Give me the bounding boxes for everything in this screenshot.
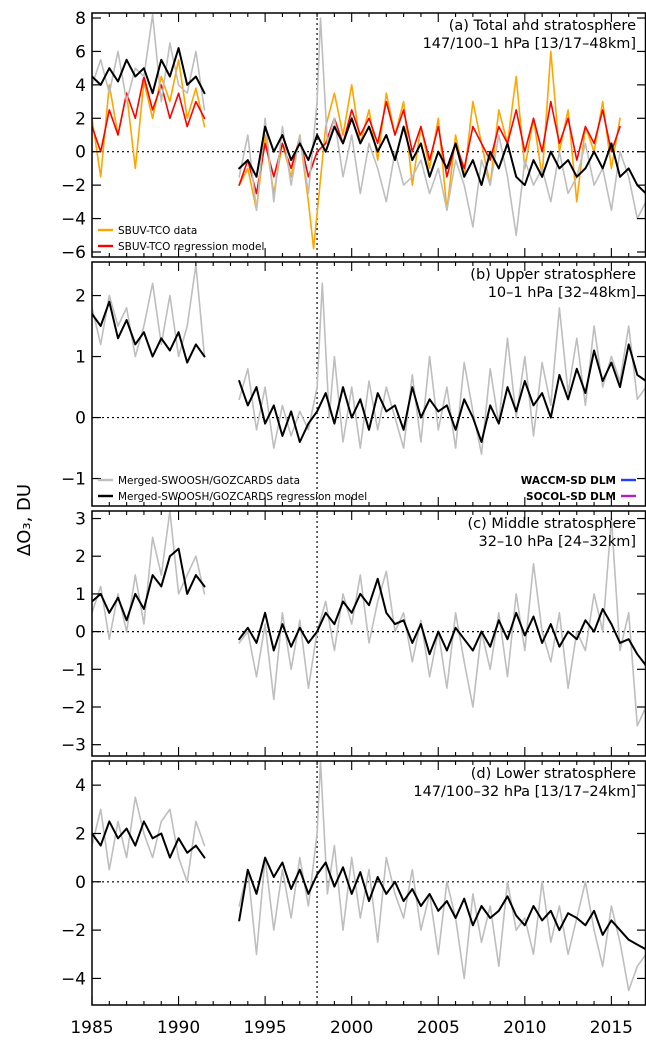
series-line-0 <box>92 264 646 455</box>
panel-a: −6 −4 −2 0 2 4 6 8 (a) Total and stratosphere 147… <box>61 9 646 263</box>
y-tick-label: 1 <box>75 585 86 605</box>
series-line-0 <box>92 50 621 250</box>
series-line-1 <box>92 820 646 951</box>
y-tick-label: 6 <box>75 42 86 62</box>
y-tick-label: −4 <box>61 210 86 230</box>
panel-d: −4 −2 0 2 4 (d) Lower stratosphere 147/100–32 … <box>61 760 646 1006</box>
y-tick-label: 1 <box>75 348 86 368</box>
y-tick-label: −1 <box>61 660 86 680</box>
y-tick-label: −2 <box>61 176 86 196</box>
legend-label: SBUV-TCO regression model <box>118 241 264 253</box>
series-group <box>92 511 646 727</box>
panel-title: (b) Upper stratosphere <box>470 267 636 283</box>
y-tick-label: −6 <box>61 243 86 263</box>
panel-title: (c) Middle stratosphere <box>468 516 637 532</box>
y-tick-label: −1 <box>61 470 86 490</box>
legend-label: Merged-SWOOSH/GOZCARDS regression model <box>118 491 367 503</box>
y-tick-label: 0 <box>75 873 86 893</box>
x-tick-label: 2010 <box>503 1018 546 1038</box>
series-group <box>92 264 646 455</box>
panel-b: −1 0 1 2 (b) Upper stratosphere 10–1 hPa [32–… <box>61 261 646 507</box>
y-tick-label: 4 <box>75 776 86 796</box>
y-tick-label: 0 <box>75 623 86 643</box>
y-tick-label: −3 <box>61 736 86 756</box>
y-tick-label: −4 <box>61 969 86 989</box>
x-tick-label: 2015 <box>590 1018 633 1038</box>
panel-c: −3 −2 −1 0 1 2 3 (c) Middle stratosphere 32–10 h… <box>61 510 646 757</box>
legend-label: Merged-SWOOSH/GOZCARDS data <box>118 475 300 487</box>
x-tick-label: 2005 <box>417 1018 460 1038</box>
panel-subtitle: 10–1 hPa [32–48km] <box>488 285 636 301</box>
panel-subtitle: 147/100–32 hPa [13/17–24km] <box>413 784 636 800</box>
y-tick-label: 2 <box>75 287 86 307</box>
y-tick-label: 0 <box>75 143 86 163</box>
y-tick-label: 3 <box>75 510 86 530</box>
legend-label: SOCOL-SD DLM <box>526 491 616 503</box>
panel-title: (d) Lower stratosphere <box>471 766 636 782</box>
panel-title: (a) Total and stratosphere <box>449 18 636 34</box>
y-tick-label: 8 <box>75 9 86 29</box>
x-tick-label: 2000 <box>330 1018 373 1038</box>
panel-subtitle: 147/100–1 hPa [13/17–48km] <box>423 36 636 52</box>
y-tick-label: 0 <box>75 409 86 429</box>
x-tick-label: 1985 <box>70 1018 113 1038</box>
y-tick-label: 2 <box>75 824 86 844</box>
y-tick-label: 4 <box>75 76 86 96</box>
series-line-4 <box>92 47 646 195</box>
y-tick-label: −2 <box>61 921 86 941</box>
y-tick-label: 2 <box>75 109 86 129</box>
x-tick-label: 1990 <box>157 1018 200 1038</box>
y-axis-label: ΔO₃, DU <box>14 484 35 556</box>
legend-label: SBUV-TCO data <box>118 225 197 237</box>
series-line-1 <box>92 300 646 443</box>
y-tick-label: −2 <box>61 698 86 718</box>
series-line-1 <box>92 547 646 667</box>
series-group <box>92 761 646 992</box>
y-tick-label: 2 <box>75 547 86 567</box>
series-group <box>92 13 646 250</box>
legend-label: WACCM-SD DLM <box>521 475 616 487</box>
x-tick-label: 1995 <box>243 1018 286 1038</box>
panel-subtitle: 32–10 hPa [24–32km] <box>478 534 636 550</box>
